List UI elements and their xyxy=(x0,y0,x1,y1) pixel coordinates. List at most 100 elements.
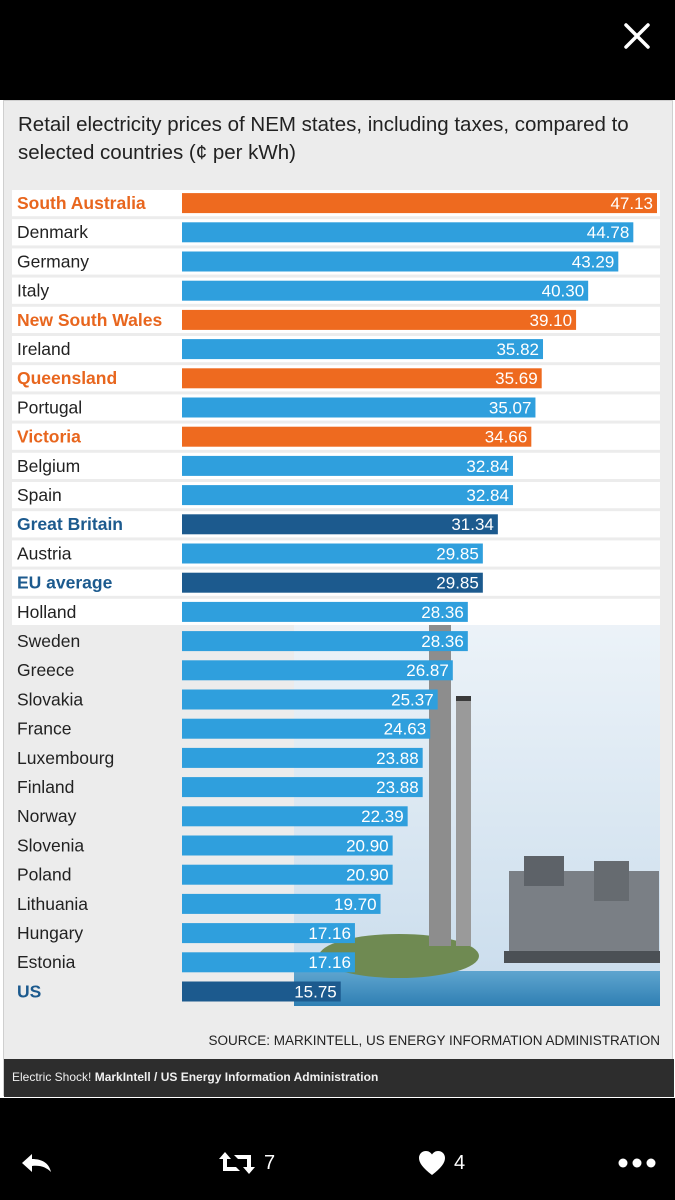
bar-italy xyxy=(182,280,589,301)
value-label-belgium: 32.84 xyxy=(466,457,509,476)
bar-slovenia xyxy=(182,835,393,856)
value-label-great-britain: 31.34 xyxy=(451,515,494,534)
reply-button[interactable] xyxy=(20,1148,54,1178)
caption-strip: Electric Shock! MarkIntell / US Energy I… xyxy=(4,1059,674,1097)
value-label-estonia: 17.16 xyxy=(308,953,351,972)
value-label-lithuania: 19.70 xyxy=(334,895,377,914)
value-label-ireland: 35.82 xyxy=(496,340,539,359)
value-label-victoria: 34.66 xyxy=(485,428,528,447)
bar-austria xyxy=(182,543,483,564)
value-label-finland: 23.88 xyxy=(376,778,419,797)
bar-portugal xyxy=(182,397,536,418)
bar-chart: 47.13 South Australia 44.78 Denmark 43.29 Ger… xyxy=(12,190,660,1048)
category-label-great-britain: Great Britain xyxy=(17,514,123,534)
reply-icon xyxy=(22,1154,51,1172)
bar-germany xyxy=(182,251,619,272)
category-label-austria: Austria xyxy=(17,543,72,563)
value-label-spain: 32.84 xyxy=(466,486,509,505)
category-label-slovenia: Slovenia xyxy=(17,835,84,855)
bar-queensland xyxy=(182,368,542,389)
bar-finland xyxy=(182,777,423,798)
bar-luxembourg xyxy=(182,747,423,768)
bar-poland xyxy=(182,864,393,885)
value-label-luxembourg: 23.88 xyxy=(376,749,419,768)
value-label-queensland: 35.69 xyxy=(495,369,538,388)
bar-spain xyxy=(182,485,513,506)
bar-holland xyxy=(182,601,468,622)
bar-victoria xyxy=(182,426,532,447)
category-label-queensland: Queensland xyxy=(17,368,117,388)
value-label-portugal: 35.07 xyxy=(489,398,532,417)
value-label-italy: 40.30 xyxy=(542,282,585,301)
like-button[interactable]: 4 xyxy=(418,1148,465,1178)
bar-sweden xyxy=(182,631,468,652)
value-label-eu-average: 29.85 xyxy=(436,574,479,593)
top-bar xyxy=(0,0,675,100)
retweet-icon xyxy=(219,1152,255,1174)
category-label-denmark: Denmark xyxy=(17,222,88,242)
value-label-greece: 26.87 xyxy=(406,661,449,680)
category-label-new-south-wales: New South Wales xyxy=(17,310,162,330)
category-label-holland: Holland xyxy=(17,602,76,622)
retweet-count: 7 xyxy=(264,1151,276,1174)
bar-south-australia xyxy=(182,193,657,214)
bar-eu-average xyxy=(182,572,483,593)
category-label-sweden: Sweden xyxy=(17,631,80,651)
category-label-greece: Greece xyxy=(17,660,74,680)
value-label-holland: 28.36 xyxy=(421,603,464,622)
category-label-hungary: Hungary xyxy=(17,923,83,943)
caption-credit: MarkIntell / US Energy Information Admin… xyxy=(94,1070,379,1084)
bar-estonia xyxy=(182,952,355,973)
chart-figure[interactable]: 47.13 South Australia 44.78 Denmark 43.29 Ger… xyxy=(3,100,674,1097)
bottom-bar xyxy=(0,1098,675,1200)
more-button[interactable] xyxy=(618,1148,656,1178)
value-label-south-australia: 47.13 xyxy=(610,194,653,213)
value-label-us: 15.75 xyxy=(294,982,337,1001)
more-icon xyxy=(618,1158,656,1168)
bar-denmark xyxy=(182,222,634,243)
value-label-slovakia: 25.37 xyxy=(391,690,434,709)
category-label-south-australia: South Australia xyxy=(17,193,146,213)
category-label-ireland: Ireland xyxy=(17,339,71,359)
value-label-slovenia: 20.90 xyxy=(346,836,389,855)
category-label-luxembourg: Luxembourg xyxy=(17,748,114,768)
category-label-finland: Finland xyxy=(17,777,74,797)
value-label-norway: 22.39 xyxy=(361,807,404,826)
bar-great-britain xyxy=(182,514,498,535)
category-label-norway: Norway xyxy=(17,806,77,826)
bar-belgium xyxy=(182,455,513,476)
category-label-spain: Spain xyxy=(17,485,62,505)
bar-slovakia xyxy=(182,689,438,710)
bar-new-south-wales xyxy=(182,309,577,330)
category-label-victoria: Victoria xyxy=(17,427,81,447)
category-label-lithuania: Lithuania xyxy=(17,894,88,914)
category-label-italy: Italy xyxy=(17,281,49,301)
category-label-eu-average: EU average xyxy=(17,573,113,593)
category-label-portugal: Portugal xyxy=(17,397,82,417)
bar-greece xyxy=(182,660,453,681)
close-button[interactable] xyxy=(619,18,655,54)
category-label-us: US xyxy=(17,981,41,1001)
bar-ireland xyxy=(182,339,544,360)
value-label-poland: 20.90 xyxy=(346,866,389,885)
heart-icon xyxy=(419,1151,445,1175)
value-label-sweden: 28.36 xyxy=(421,632,464,651)
bar-hungary xyxy=(182,923,355,944)
value-label-germany: 43.29 xyxy=(572,252,615,271)
source-note: SOURCE: MARKINTELL, US ENERGY INFORMATIO… xyxy=(208,1033,660,1048)
value-label-austria: 29.85 xyxy=(436,544,479,563)
like-count: 4 xyxy=(454,1151,466,1174)
caption-prefix: Electric Shock! xyxy=(12,1070,95,1084)
value-label-france: 24.63 xyxy=(384,720,427,739)
bar-lithuania xyxy=(182,893,381,914)
bar-us xyxy=(182,981,341,1002)
category-label-poland: Poland xyxy=(17,865,72,885)
caption-text: Electric Shock! MarkIntell / US Energy I… xyxy=(12,1070,378,1084)
category-label-germany: Germany xyxy=(17,251,89,271)
category-label-estonia: Estonia xyxy=(17,952,76,972)
category-label-belgium: Belgium xyxy=(17,456,80,476)
retweet-button[interactable]: 7 xyxy=(218,1148,275,1178)
category-label-slovakia: Slovakia xyxy=(17,689,83,709)
bar-france xyxy=(182,718,431,739)
value-label-new-south-wales: 39.10 xyxy=(530,311,573,330)
